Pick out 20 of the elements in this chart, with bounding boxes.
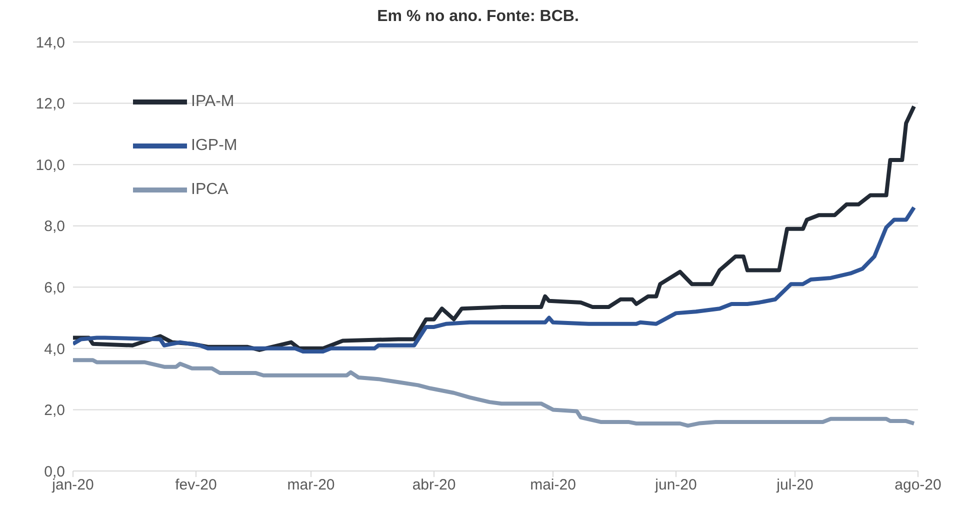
y-tick-label: 6,0 [44, 279, 65, 296]
x-tick-label: jul-20 [776, 476, 814, 494]
y-tick-label: 2,0 [44, 402, 65, 420]
legend-label: IPCA [191, 181, 228, 199]
x-tick-label: jun-20 [654, 476, 697, 494]
y-tick-label: 4,0 [44, 340, 65, 358]
x-tick-label: mai-20 [530, 476, 576, 494]
x-tick-label: abr-20 [412, 476, 456, 494]
legend-label: IGP-M [191, 137, 238, 155]
y-tick-label: 10,0 [36, 156, 65, 174]
x-tick-label: fev-20 [175, 476, 217, 494]
line-series [73, 205, 916, 354]
x-tick-label: ago-20 [894, 476, 942, 494]
legend-label: IPA-M [191, 93, 234, 111]
chart-title: Em % no ano. Fonte: BCB. [376, 8, 580, 27]
y-tick-label: 8,0 [44, 218, 65, 236]
line-series [73, 358, 916, 428]
y-tick-label: 14,0 [36, 34, 65, 52]
x-tick-label: mar-20 [287, 476, 335, 494]
y-tick-label: 12,0 [36, 96, 65, 113]
